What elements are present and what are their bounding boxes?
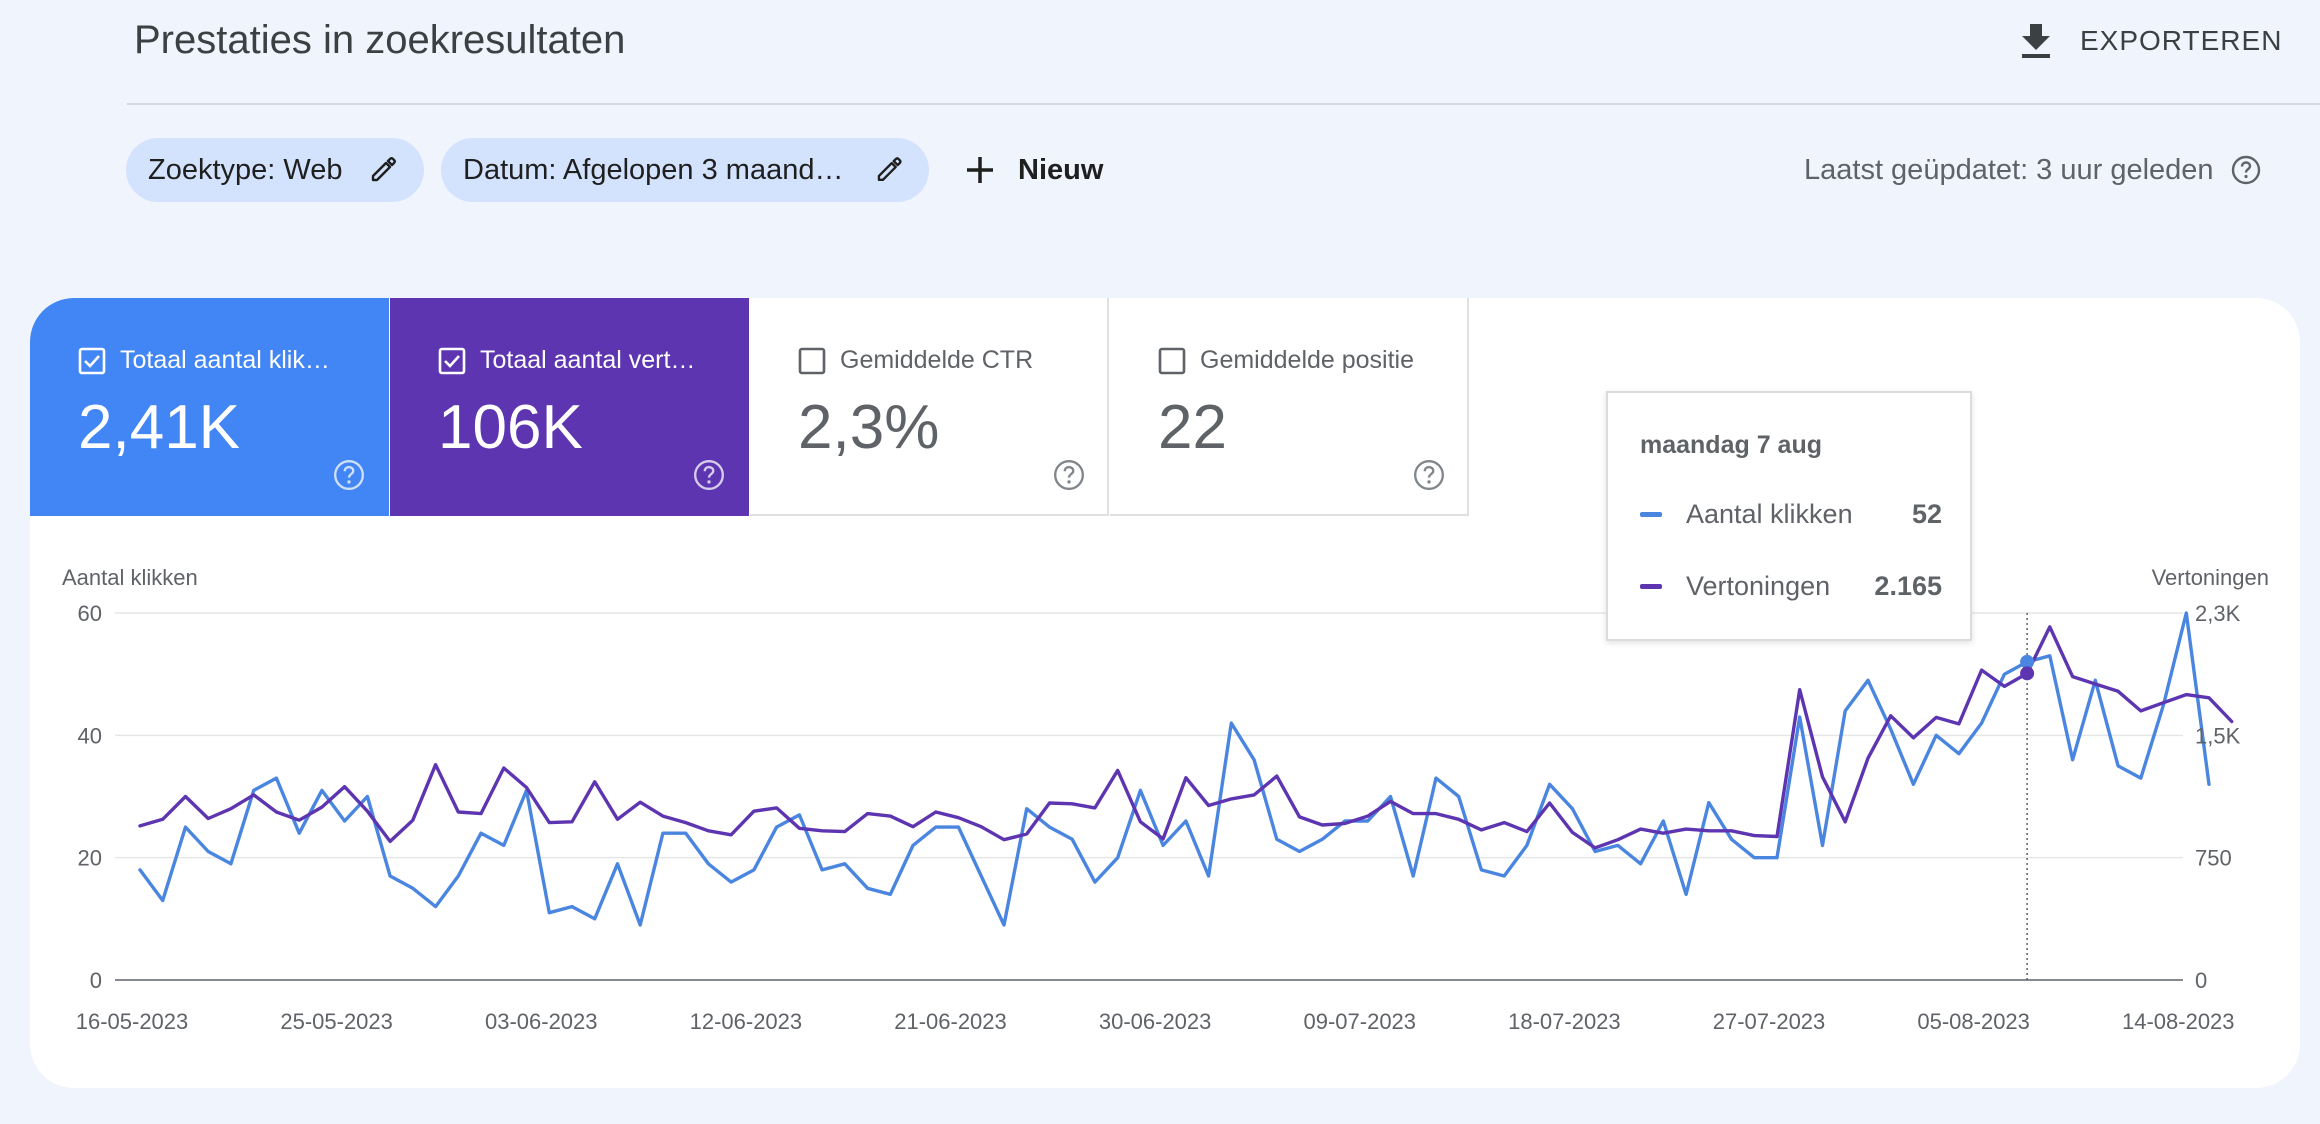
x-axis-tick: 09-07-2023 [1303, 1009, 1416, 1034]
performance-chart[interactable]: Aantal klikken Vertoningen 0 0 20 750 40 1,5K… [30, 298, 2300, 1088]
tooltip-row-label: Aantal klikken [1686, 499, 1853, 529]
checkbox-checked-icon[interactable] [438, 347, 466, 375]
metric-value: 22 [1158, 393, 1227, 462]
x-axis-tick: 16-05-2023 [76, 1009, 189, 1034]
checkbox-checked-icon[interactable] [78, 347, 106, 375]
date-filter-chip[interactable]: Datum: Afgelopen 3 maand… [441, 138, 929, 202]
right-axis-tick: 0 [2195, 968, 2207, 993]
left-axis-tick: 40 [78, 723, 102, 748]
left-axis-tick: 20 [78, 846, 102, 871]
metric-label: Totaal aantal klik… [120, 346, 330, 374]
x-axis-tick: 30-06-2023 [1099, 1009, 1212, 1034]
metric-value: 2,41K [78, 393, 241, 462]
export-button[interactable]: EXPORTEREN [2018, 18, 2282, 64]
x-axis-tick: 12-06-2023 [690, 1009, 803, 1034]
help-icon[interactable] [1052, 458, 1086, 492]
page-title: Prestaties in zoekresultaten [134, 18, 626, 62]
metric-value: 106K [438, 393, 583, 462]
x-axis-tick: 14-08-2023 [2122, 1009, 2235, 1034]
left-axis-title: Aantal klikken [62, 565, 198, 590]
hover-point [2020, 654, 2035, 669]
x-axis-tick: 03-06-2023 [485, 1009, 598, 1034]
metric-label: Totaal aantal vert… [480, 346, 696, 374]
metric-total-impressions[interactable]: Totaal aantal vert… 106K [390, 298, 749, 516]
add-filter-button[interactable]: Nieuw [964, 138, 1103, 202]
help-icon[interactable] [692, 458, 726, 492]
hover-point [2020, 666, 2035, 681]
metric-value: 2,3% [798, 393, 940, 462]
x-axis-tick: 27-07-2023 [1713, 1009, 1826, 1034]
add-filter-label: Nieuw [1018, 153, 1104, 186]
metric-average-position[interactable]: Gemiddelde positie 22 [1110, 298, 1469, 516]
x-axis-tick: 05-08-2023 [1917, 1009, 2030, 1034]
last-updated-text: Laatst geüpdatet: 3 uur geleden [1804, 153, 2214, 186]
search-type-filter-label: Zoektype: Web [148, 153, 343, 186]
x-axis-tick: 21-06-2023 [894, 1009, 1007, 1034]
x-axis-tick: 18-07-2023 [1508, 1009, 1621, 1034]
tooltip-row-clicks: Aantal klikken 52 [1640, 499, 1942, 530]
metric-average-ctr[interactable]: Gemiddelde CTR 2,3% [750, 298, 1109, 516]
date-filter-label: Datum: Afgelopen 3 maand… [463, 153, 844, 186]
help-icon[interactable] [332, 458, 366, 492]
series-line-clicks [138, 611, 2211, 927]
series-line-impressions [138, 625, 2234, 850]
plus-icon [967, 157, 993, 183]
tooltip-row-impressions: Vertoningen 2.165 [1640, 571, 1942, 602]
last-updated-status: Laatst geüpdatet: 3 uur geleden [1804, 146, 2262, 194]
right-axis-tick: 750 [2195, 846, 2232, 871]
legend-swatch-clicks [1640, 512, 1662, 517]
left-axis-tick: 60 [78, 601, 102, 626]
download-icon [2022, 24, 2050, 58]
right-axis-title: Vertoningen [2152, 565, 2269, 590]
right-axis-tick: 1,5K [2195, 723, 2241, 748]
checkbox-unchecked-icon[interactable] [798, 347, 826, 375]
left-axis-tick: 0 [90, 968, 102, 993]
tooltip-row-label: Vertoningen [1686, 571, 1831, 601]
edit-pencil-icon [371, 157, 396, 182]
metric-label: Gemiddelde CTR [840, 346, 1034, 374]
right-axis-tick: 2,3K [2195, 601, 2241, 626]
x-axis-tick: 25-05-2023 [280, 1009, 393, 1034]
edit-pencil-icon [878, 157, 902, 182]
performance-card: Totaal aantal klik… 2,41K Totaal aantal … [30, 298, 2300, 1088]
tooltip-row-value: 52 [1911, 499, 1942, 529]
tooltip-row-value: 2.165 [1874, 571, 1942, 601]
checkbox-unchecked-icon[interactable] [1158, 347, 1186, 375]
search-type-filter-chip[interactable]: Zoektype: Web [126, 138, 424, 202]
export-label: EXPORTEREN [2080, 25, 2283, 56]
header-divider [127, 103, 2320, 105]
metric-total-clicks[interactable]: Totaal aantal klik… 2,41K [30, 298, 389, 516]
chart-tooltip: maandag 7 aug Aantal klikken 52 Vertonin… [1606, 391, 1972, 641]
legend-swatch-impressions [1640, 584, 1662, 589]
tooltip-date: maandag 7 aug [1640, 431, 1822, 459]
metric-label: Gemiddelde positie [1200, 346, 1415, 374]
help-icon[interactable] [2230, 154, 2262, 186]
help-icon[interactable] [1412, 458, 1446, 492]
